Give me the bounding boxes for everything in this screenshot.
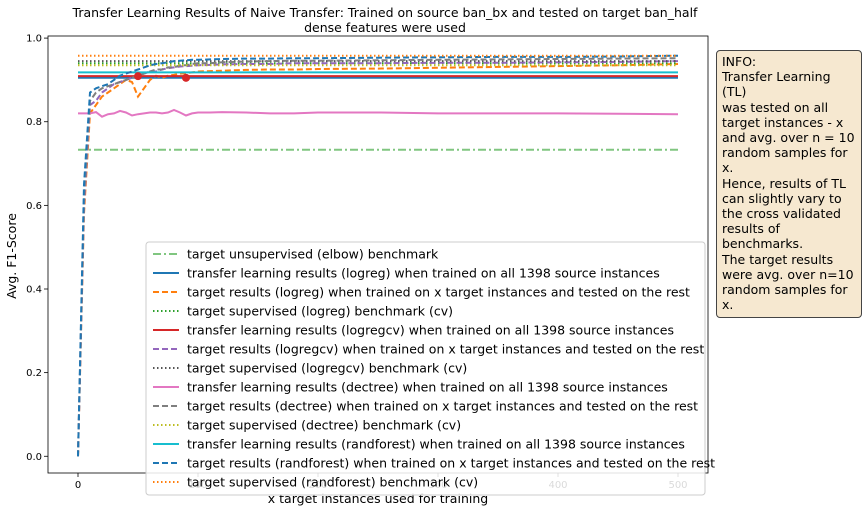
legend-label: transfer learning results (randforest) w… <box>187 437 685 452</box>
legend-label: target supervised (dectree) benchmark (c… <box>187 418 461 433</box>
legend-label: target supervised (logregcv) benchmark (… <box>187 361 467 376</box>
legend-label: transfer learning results (logregcv) whe… <box>187 323 674 338</box>
info-label: INFO: <box>722 54 756 69</box>
info-annotation: INFO: Transfer Learning (TL) was tested … <box>716 50 862 318</box>
y-tick-label: 0.0 <box>26 452 42 463</box>
legend: target unsupervised (elbow) benchmark tra… <box>146 242 715 495</box>
legend-label: target unsupervised (elbow) benchmark <box>187 247 439 262</box>
legend-label: target results (dectree) when trained on… <box>187 399 698 414</box>
legend-label: transfer learning results (dectree) when… <box>187 380 668 395</box>
series-marker-1 <box>134 72 142 80</box>
info-text: Transfer Learning (TL) was tested on all… <box>722 69 855 312</box>
legend-label: transfer learning results (logreg) when … <box>187 266 660 281</box>
legend-label: target results (logregcv) when trained o… <box>187 342 704 357</box>
chart-subtitle: dense features were used <box>304 20 466 35</box>
legend-label: target supervised (logreg) benchmark (cv… <box>187 304 453 319</box>
legend-label: target results (randforest) when trained… <box>187 456 715 471</box>
series-line-8 <box>78 110 678 117</box>
y-tick-label: 0.8 <box>26 117 42 128</box>
y-tick-label: 0.6 <box>26 201 42 212</box>
y-tick-label: 1.0 <box>26 34 42 45</box>
legend-label: target supervised (randforest) benchmark… <box>187 475 478 490</box>
y-tick-label: 0.2 <box>26 368 42 379</box>
legend-label: target results (logreg) when trained on … <box>187 285 690 300</box>
y-axis-label: Avg. F1-Score <box>4 213 19 299</box>
x-tick-label: 0 <box>75 480 81 491</box>
series-marker-2 <box>182 74 190 82</box>
chart-title: Transfer Learning Results of Naive Trans… <box>72 5 699 20</box>
y-tick-label: 0.4 <box>26 285 42 296</box>
